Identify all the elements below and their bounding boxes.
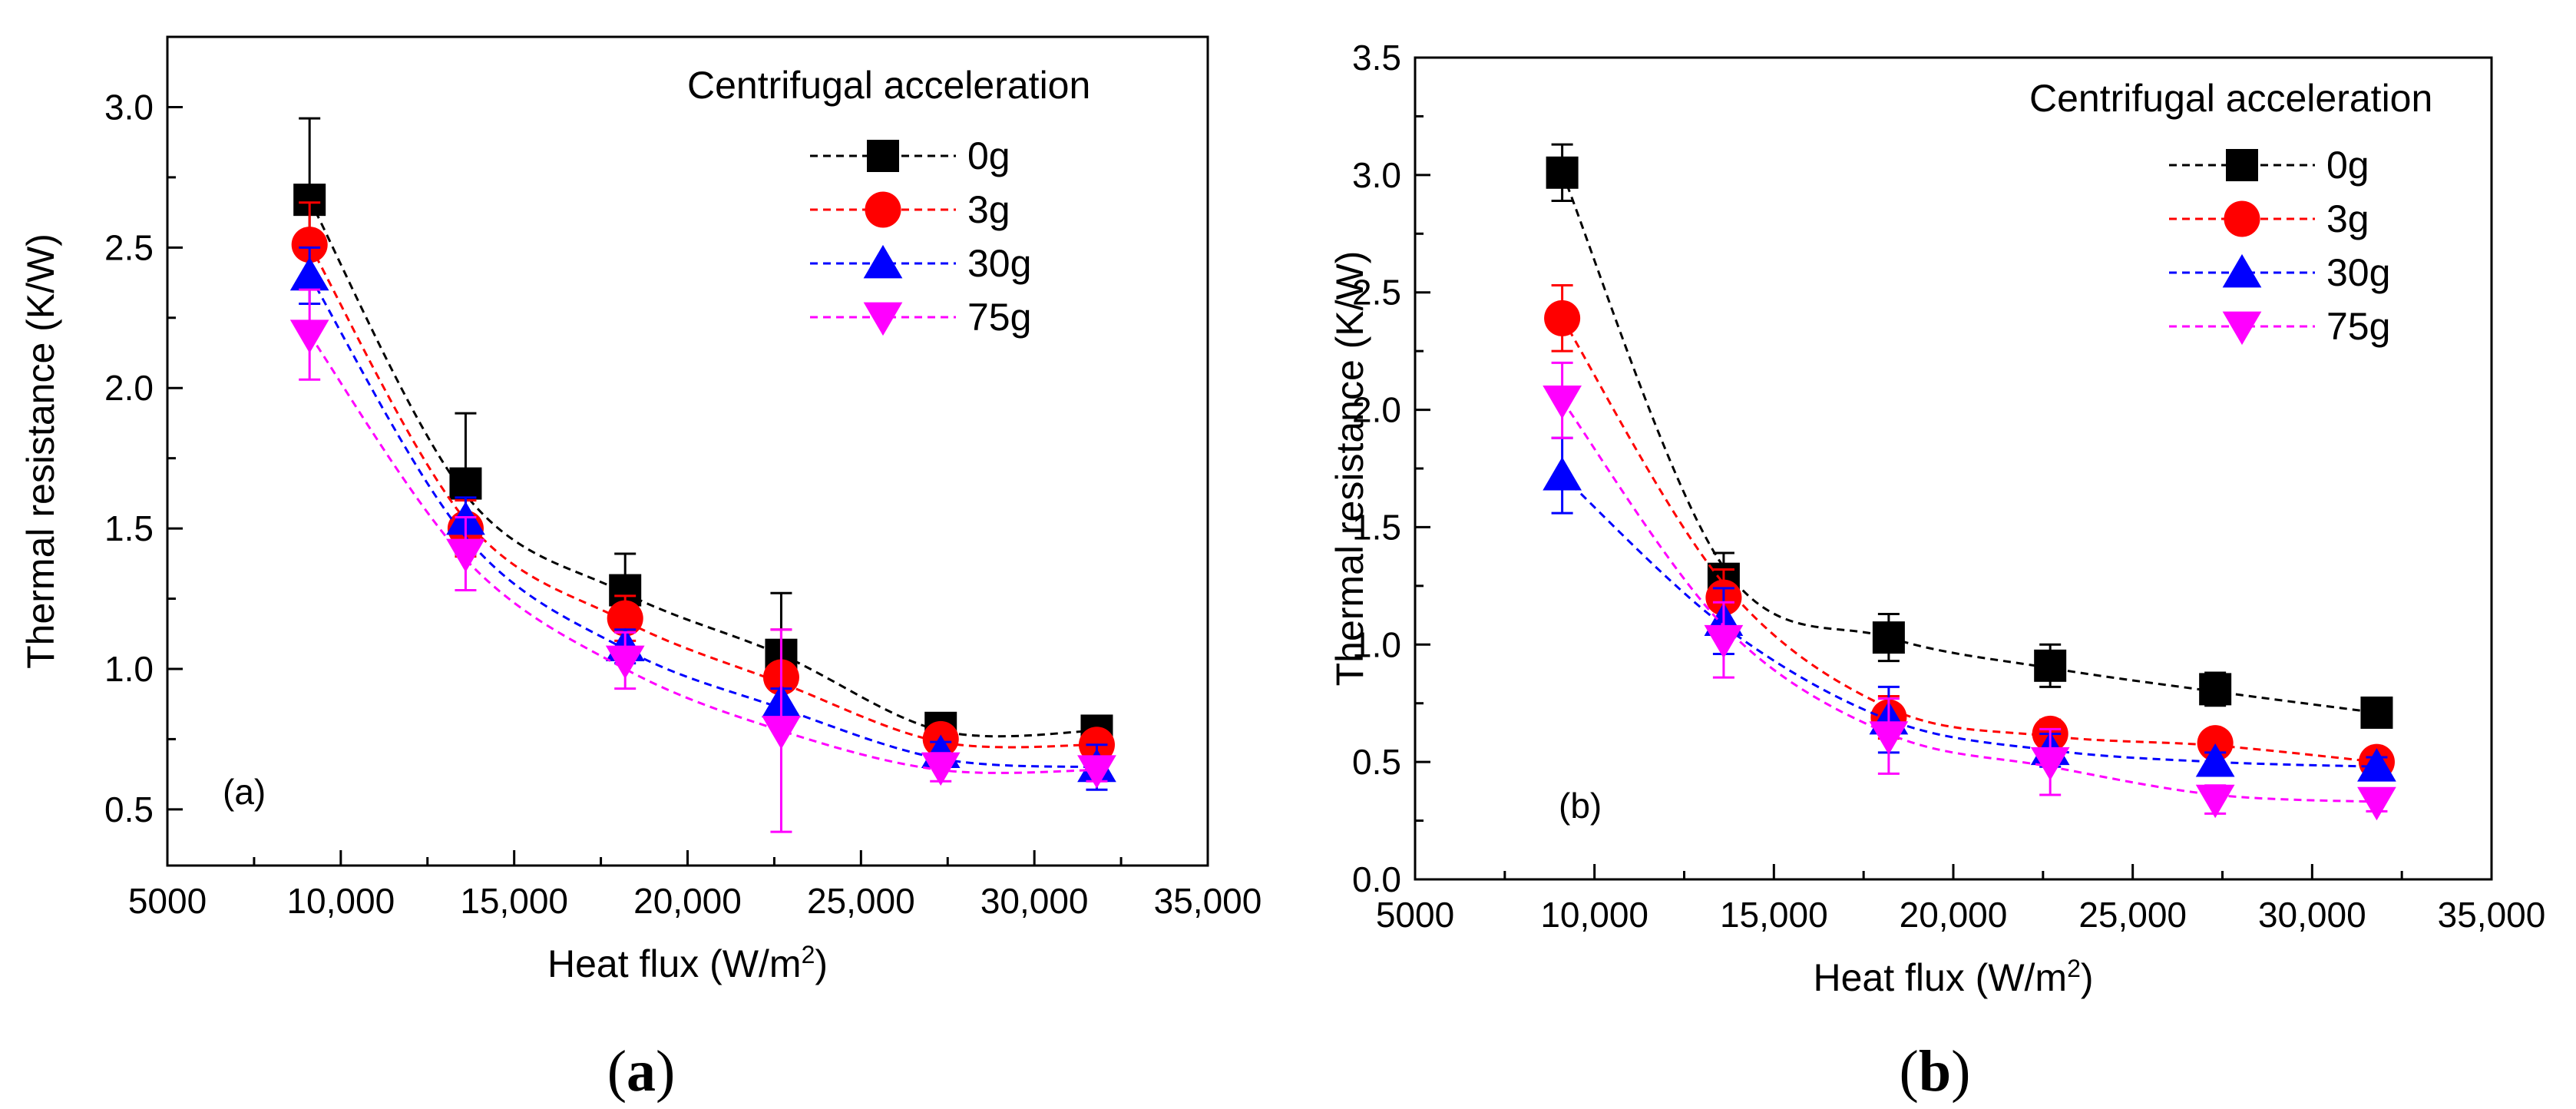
legend-marker-3g-b [2224, 200, 2260, 237]
data-point-0g-a [449, 467, 482, 500]
data-point-0g-b [1546, 156, 1579, 189]
y-tick-label-a: 3.0 [104, 87, 154, 127]
y-tick-label-a: 1.5 [104, 508, 154, 548]
x-tick-label-a: 30,000 [980, 881, 1089, 921]
data-point-75g-b [1704, 624, 1744, 659]
series-0g-b [1546, 143, 2393, 729]
x-tick-label-a: 10,000 [286, 881, 395, 921]
y-tick-label-b: 1.5 [1352, 507, 1401, 547]
data-point-0g-b [2034, 649, 2067, 682]
data-point-75g-b [2030, 747, 2070, 781]
x-axis-label-a: Heat flux (W/m2) [547, 941, 828, 985]
x-tick-label-b: 25,000 [2078, 895, 2187, 935]
fit-curve-0g-b [1561, 172, 2377, 714]
fit-curve-30g-a [308, 275, 1097, 769]
legend-title-b: Centrifugal acceleration [2029, 77, 2432, 120]
data-point-75g-a [446, 538, 485, 573]
data-point-75g-b [1869, 721, 1909, 755]
legend-label-3g-b: 3g [2326, 197, 2369, 240]
fit-curve-3g-b [1561, 317, 2377, 763]
caption-b: (b) [1900, 1039, 1971, 1104]
data-point-30g-b [2195, 743, 2235, 777]
series-75g-b [1543, 361, 2396, 821]
legend-label-30g-a: 30g [967, 242, 1031, 285]
legend-marker-75g-a [863, 302, 903, 336]
legend-marker-75g-b [2222, 311, 2262, 346]
y-axis-label-b: Thermal resistance (K/W) [1328, 251, 1371, 687]
data-point-75g-a [921, 752, 961, 786]
legend-marker-0g-a [867, 140, 899, 172]
x-tick-label-a: 25,000 [807, 881, 915, 921]
caption-a-letter: a [627, 1039, 656, 1104]
y-tick-label-b: 0.0 [1352, 859, 1401, 899]
x-tick-label-b: 5000 [1376, 895, 1454, 935]
y-tick-label-b: 3.5 [1352, 38, 1401, 78]
caption-b-letter: b [1919, 1039, 1951, 1104]
data-point-75g-b [1543, 386, 1582, 419]
y-tick-label-b: 3.0 [1352, 155, 1401, 195]
y-tick-label-a: 0.5 [104, 790, 154, 829]
data-point-0g-b [2360, 696, 2393, 729]
legend-marker-3g-a [865, 191, 901, 228]
y-tick-label-b: 2.5 [1352, 273, 1401, 313]
x-tick-label-b: 15,000 [1720, 895, 1828, 935]
x-tick-label-b: 30,000 [2258, 895, 2366, 935]
data-point-75g-b [2357, 786, 2396, 821]
data-point-3g-b [1544, 300, 1581, 336]
fit-curve-0g-a [308, 199, 1097, 738]
legend-label-75g-b: 75g [2326, 305, 2390, 348]
y-tick-label-a: 2.0 [104, 368, 154, 408]
x-tick-label-b: 35,000 [2438, 895, 2546, 935]
data-point-30g-b [1543, 457, 1582, 491]
y-tick-label-b: 2.0 [1352, 390, 1401, 430]
legend-label-0g-b: 0g [2326, 144, 2369, 187]
data-point-0g-b [1872, 621, 1905, 654]
legend-b: Centrifugal acceleration 0g 3g 30g 75g [2029, 77, 2432, 348]
x-tick-label-b: 10,000 [1540, 895, 1648, 935]
legend-label-3g-a: 3g [967, 188, 1010, 231]
legend-label-30g-b: 30g [2326, 251, 2390, 294]
y-axis-label-a: Thermal resistance (K/W) [19, 233, 62, 669]
data-point-75g-b [2195, 784, 2235, 819]
x-tick-label-b: 20,000 [1900, 895, 2008, 935]
chart-panel-b: 5000 10,000 15,000 20,000 25,000 30,000 35,000… [1328, 38, 2545, 999]
data-point-3g-a [607, 600, 643, 637]
data-point-0g-b [2199, 673, 2232, 706]
plot-frame-a [166, 35, 1209, 867]
y-tick-label-b: 1.0 [1352, 624, 1401, 664]
legend-a: Centrifugal acceleration 0g 3g 30g 75g [687, 64, 1090, 339]
fit-curve-75g-a [308, 333, 1097, 774]
fit-curve-75g-b [1561, 399, 2377, 803]
legend-marker-30g-b [2222, 253, 2262, 288]
data-point-75g-a [289, 319, 329, 353]
x-tick-label-a: 15,000 [460, 881, 568, 921]
legend-label-0g-a: 0g [967, 134, 1010, 177]
caption-a: (a) [607, 1039, 676, 1104]
legend-title-a: Centrifugal acceleration [687, 64, 1090, 107]
data-point-75g-a [1077, 755, 1116, 789]
data-point-75g-a [762, 716, 801, 750]
data-point-75g-a [605, 645, 645, 680]
x-tick-label-a: 20,000 [633, 881, 742, 921]
x-tick-label-a: 5000 [128, 881, 207, 921]
panel-tag-a: (a) [223, 772, 266, 812]
legend-marker-30g-a [863, 244, 903, 279]
y-tick-label-a: 2.5 [104, 227, 154, 267]
y-tick-label-a: 1.0 [104, 649, 154, 689]
data-point-3g-a [291, 227, 328, 263]
series-3g-a [291, 201, 1115, 763]
series-3g-b [1544, 284, 2395, 780]
legend-marker-0g-b [2226, 149, 2258, 181]
data-point-30g-b [2357, 748, 2396, 782]
data-point-30g-a [289, 257, 329, 291]
x-axis-label-b: Heat flux (W/m2) [1813, 955, 2093, 999]
chart-panel-a: 5000 10,000 15,000 20,000 25,000 30,000 35,000… [19, 35, 1262, 985]
legend-label-75g-a: 75g [967, 296, 1031, 339]
panel-tag-b: (b) [1559, 786, 1602, 826]
fit-curve-30g-b [1561, 475, 2377, 768]
y-tick-label-b: 0.5 [1352, 742, 1401, 782]
x-tick-label-a: 35,000 [1154, 881, 1262, 921]
series-75g-a [289, 288, 1116, 833]
